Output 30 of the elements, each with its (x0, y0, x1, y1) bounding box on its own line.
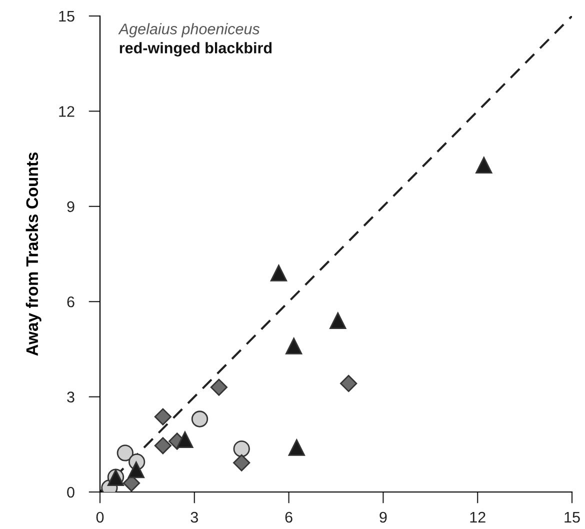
x-tick-label: 9 (380, 512, 387, 523)
point (176, 431, 194, 448)
point (116, 444, 134, 462)
x-tick-label: 15 (564, 512, 580, 523)
point (330, 312, 346, 329)
point (286, 338, 302, 354)
point (154, 408, 172, 426)
chart-title: Agelaius phoeniceus (118, 23, 260, 38)
y-tick-label: 12 (59, 106, 74, 117)
point (340, 374, 358, 392)
y-axis-title: Away from Tracks Counts (26, 152, 42, 356)
x-tick-label: 3 (190, 512, 198, 523)
y-tick-label: 15 (59, 11, 74, 22)
x-tick-label: 0 (96, 512, 104, 523)
y-tick-label: 9 (67, 201, 74, 212)
point (191, 410, 208, 428)
point (476, 156, 492, 174)
y-tick-label: 0 (67, 486, 74, 498)
point (270, 264, 288, 282)
y-tick-label: 3 (67, 392, 74, 402)
x-tick-label: 12 (470, 512, 486, 523)
point (233, 440, 250, 458)
point (288, 439, 305, 456)
point (128, 461, 145, 478)
point (210, 378, 228, 396)
point (233, 454, 250, 472)
text: red-winged blackbird (120, 42, 272, 56)
x-tick-label: 6 (285, 512, 292, 523)
point (154, 437, 172, 454)
y-tick-label: 6 (67, 296, 74, 308)
